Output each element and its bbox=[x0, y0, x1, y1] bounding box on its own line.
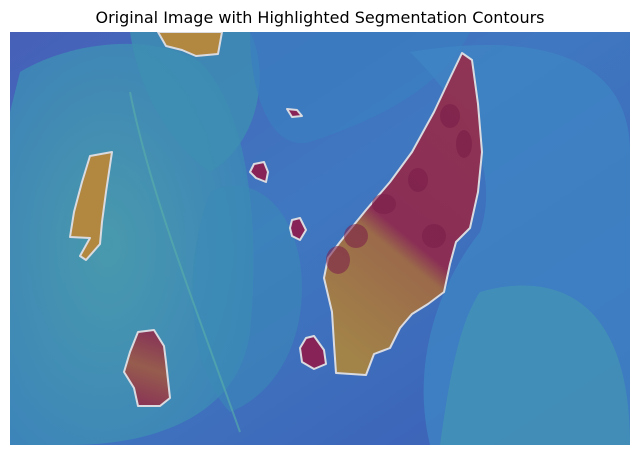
leaf-spot bbox=[326, 246, 350, 274]
tiny-region bbox=[286, 108, 303, 118]
leaf-spot bbox=[408, 168, 428, 192]
small-region-1 bbox=[249, 161, 269, 183]
lower-middle-region bbox=[299, 335, 327, 370]
upper-center-leaf bbox=[250, 32, 470, 144]
leaf-spot bbox=[440, 104, 460, 128]
small-region-2 bbox=[289, 217, 307, 241]
top-leaf bbox=[130, 32, 260, 172]
lower-left-region bbox=[123, 329, 171, 407]
leaf-spot bbox=[344, 224, 368, 248]
leaf-vein bbox=[129, 91, 241, 433]
figure-title: Original Image with Highlighted Segmenta… bbox=[95, 8, 545, 27]
center-leaf bbox=[192, 185, 302, 412]
lower-right-leaf bbox=[440, 285, 630, 445]
leaf-spot bbox=[372, 194, 396, 214]
leaf-spot bbox=[456, 130, 472, 158]
top-region bbox=[157, 32, 223, 57]
leaf-spot bbox=[422, 224, 446, 248]
large-leaf-region bbox=[323, 52, 483, 376]
segmentation-canvas bbox=[10, 32, 630, 445]
segmentation-image bbox=[10, 32, 630, 445]
left-region bbox=[69, 151, 113, 261]
